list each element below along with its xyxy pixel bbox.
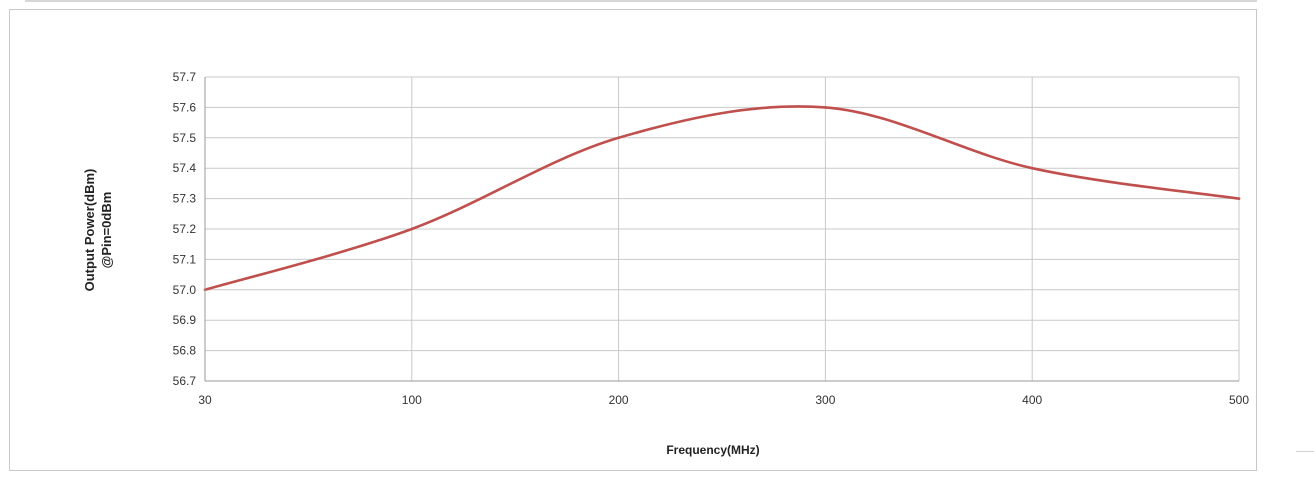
y-tick-label: 57.7 [173, 70, 197, 84]
y-axis-title-line-2: @Pin=0dBm [99, 192, 114, 269]
cell-border-fragment [1296, 451, 1314, 452]
x-tick-label: 500 [1229, 393, 1249, 407]
x-tick-label: 30 [198, 393, 212, 407]
y-tick-label: 56.7 [173, 374, 197, 388]
horizontal-gridlines [205, 76, 1239, 382]
y-tick-label: 57.0 [173, 283, 197, 297]
y-tick-label: 57.5 [173, 131, 197, 145]
y-tick-label: 57.4 [173, 161, 197, 175]
y-tick-label: 57.2 [173, 222, 197, 236]
x-tick-label: 300 [815, 393, 835, 407]
y-axis-title: Output Power(dBm) @Pin=0dBm [82, 169, 114, 292]
data-point [1030, 166, 1034, 170]
x-tick-label: 100 [402, 393, 422, 407]
y-tick-label: 57.1 [173, 252, 197, 266]
chart-area: 56.7 56.8 56.9 57.0 57.1 57.2 57.3 57.4 57.5 57.6… [9, 9, 1257, 471]
x-tick-label: 200 [609, 393, 629, 407]
top-border-line [25, 0, 1257, 2]
x-axis-title: Frequency(MHz) [666, 443, 759, 457]
y-tick-label: 57.3 [173, 192, 197, 206]
line-chart: 56.7 56.8 56.9 57.0 57.1 57.2 57.3 57.4 57.5 57.6… [82, 70, 1249, 457]
data-point [410, 227, 414, 231]
series-line [203, 105, 1241, 292]
x-axis-tick-labels: 30 100 200 300 400 500 [198, 393, 1249, 407]
data-point [617, 136, 620, 140]
y-tick-label: 57.6 [173, 100, 197, 114]
y-axis-title-line-1: Output Power(dBm) [82, 169, 97, 292]
y-axis-tick-labels: 56.7 56.8 56.9 57.0 57.1 57.2 57.3 57.4 57.5 57.6… [173, 70, 197, 388]
y-tick-label: 56.8 [173, 344, 197, 358]
data-point [1237, 197, 1241, 200]
x-tick-label: 400 [1022, 393, 1042, 407]
y-tick-label: 56.9 [173, 313, 197, 327]
data-point [824, 106, 827, 109]
